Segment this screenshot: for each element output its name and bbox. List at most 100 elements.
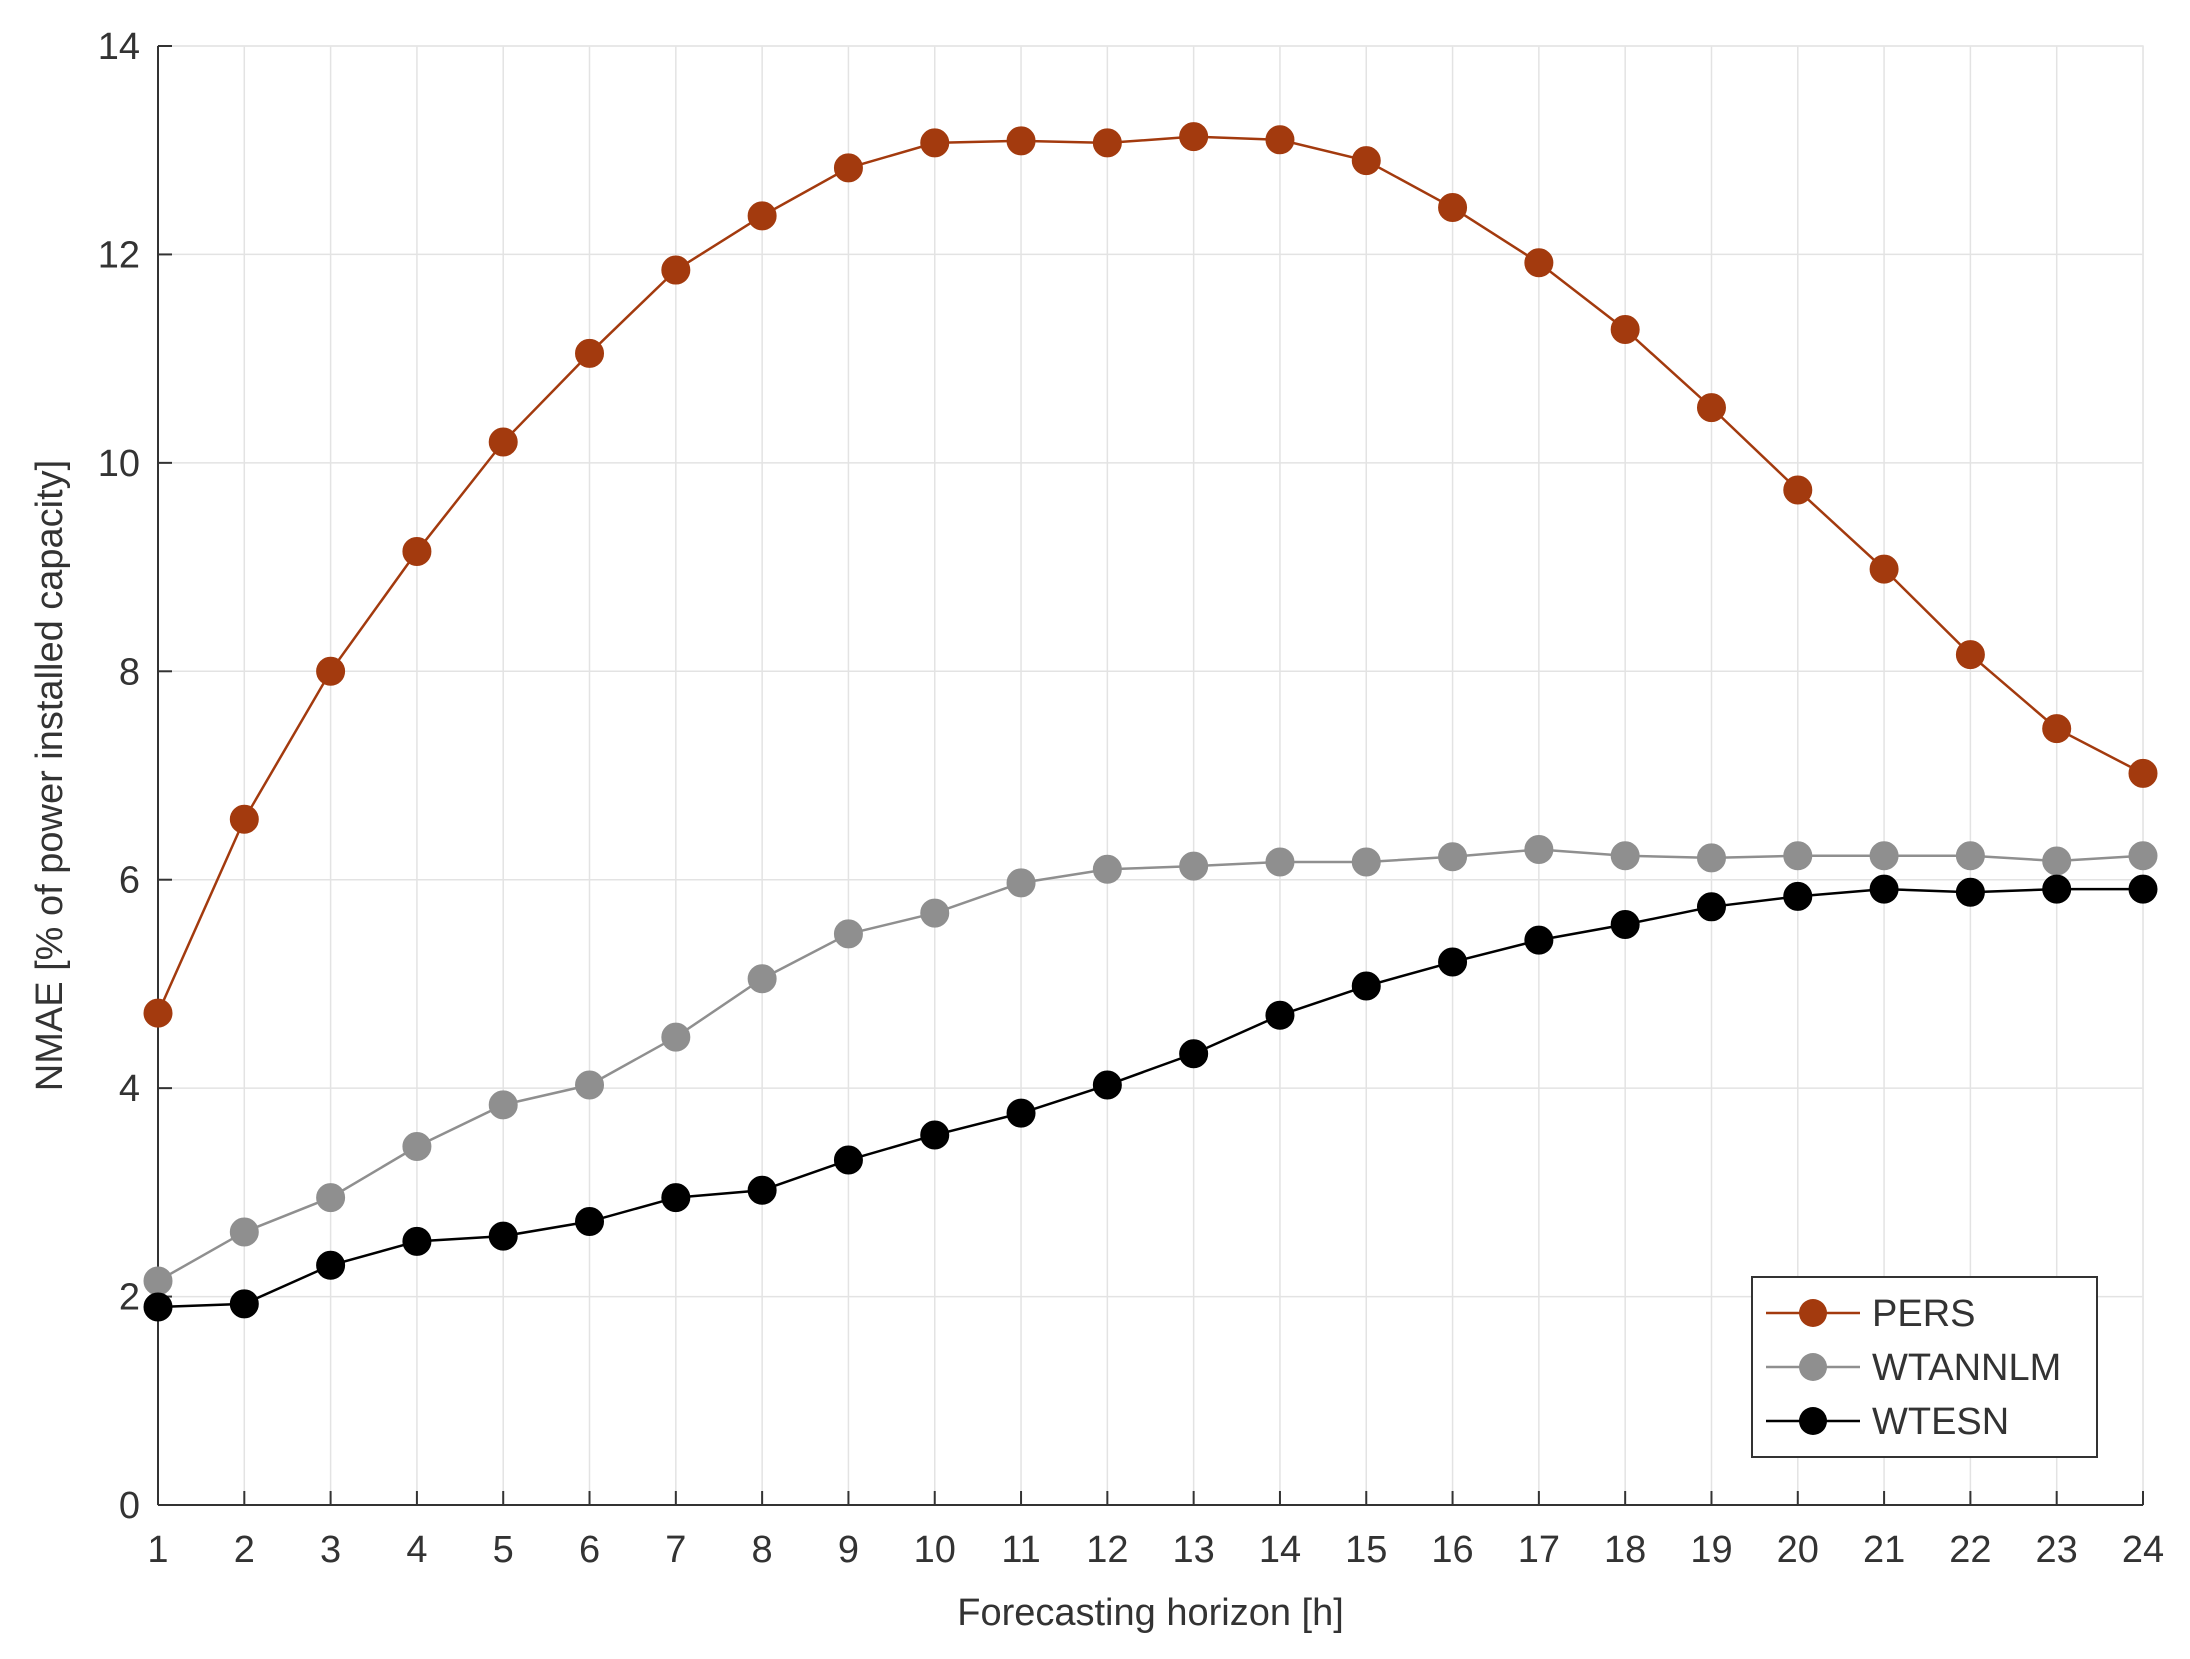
data-point-wtannlm bbox=[488, 1090, 518, 1120]
x-tick-label: 24 bbox=[2122, 1529, 2164, 1571]
data-point-wtannlm bbox=[833, 919, 863, 949]
data-point-pers bbox=[1696, 393, 1726, 423]
data-point-pers bbox=[1006, 126, 1036, 156]
x-tick-label: 19 bbox=[1690, 1529, 1732, 1571]
x-tick-label: 21 bbox=[1863, 1529, 1905, 1571]
x-tick-label: 4 bbox=[406, 1529, 427, 1571]
x-tick-label: 16 bbox=[1431, 1529, 1473, 1571]
legend-marker-pers bbox=[1799, 1299, 1827, 1327]
x-tick-label: 12 bbox=[1086, 1529, 1128, 1571]
data-point-wtesn bbox=[1438, 947, 1468, 977]
y-tick-label: 0 bbox=[119, 1485, 140, 1527]
data-point-pers bbox=[1092, 128, 1122, 158]
data-point-wtesn bbox=[1265, 1000, 1295, 1030]
data-point-wtesn bbox=[1092, 1070, 1122, 1100]
data-point-wtesn bbox=[2042, 874, 2072, 904]
data-point-pers bbox=[488, 427, 518, 457]
data-point-wtesn bbox=[1006, 1098, 1036, 1128]
x-tick-label: 14 bbox=[1259, 1529, 1301, 1571]
data-point-wtesn bbox=[1783, 881, 1813, 911]
y-tick-label: 4 bbox=[119, 1068, 140, 1110]
data-point-wtesn bbox=[1351, 971, 1381, 1001]
x-axis-title: Forecasting horizon [h] bbox=[957, 1592, 1344, 1634]
data-point-wtesn bbox=[1179, 1039, 1209, 1069]
data-point-wtannlm bbox=[1696, 843, 1726, 873]
legend-item-pers: PERS bbox=[1766, 1293, 1975, 1335]
tick-labels: 1 2 3 4 5 6 7 8 9 10 11 12 13 14 15 16 17 18 19 20 21 22 23 240… bbox=[98, 26, 2164, 1571]
data-point-wtannlm bbox=[2128, 841, 2158, 871]
y-tick-label: 6 bbox=[119, 860, 140, 902]
data-point-wtannlm bbox=[1783, 841, 1813, 871]
data-point-wtannlm bbox=[661, 1022, 691, 1052]
data-point-wtannlm bbox=[1955, 841, 1985, 871]
series-line-pers bbox=[156, 135, 2144, 1014]
x-tick-label: 5 bbox=[493, 1529, 514, 1571]
data-point-wtannlm bbox=[316, 1183, 346, 1213]
data-point-wtannlm bbox=[1869, 841, 1899, 871]
data-point-pers bbox=[143, 998, 173, 1028]
data-point-pers bbox=[2128, 758, 2158, 788]
y-axis-title: NMAE [% of power installed capacity] bbox=[29, 460, 71, 1092]
data-point-wtannlm bbox=[2042, 846, 2072, 876]
data-point-wtannlm bbox=[747, 964, 777, 994]
data-point-wtannlm bbox=[1092, 854, 1122, 884]
legend-item-wtannlm: WTANNLM bbox=[1766, 1347, 2061, 1389]
data-point-wtesn bbox=[1610, 910, 1640, 940]
x-tick-label: 10 bbox=[914, 1529, 956, 1571]
legend-marker-wtannlm bbox=[1799, 1353, 1827, 1381]
x-tick-label: 7 bbox=[665, 1529, 686, 1571]
y-tick-label: 12 bbox=[98, 234, 140, 276]
legend: PERS WTANNLM WTESN bbox=[1751, 1276, 2098, 1458]
data-point-wtesn bbox=[575, 1207, 605, 1237]
legend-label-pers: PERS bbox=[1872, 1293, 1975, 1335]
y-tick-label: 10 bbox=[98, 443, 140, 485]
data-point-wtesn bbox=[229, 1289, 259, 1319]
y-tick-label: 2 bbox=[119, 1277, 140, 1319]
data-point-wtesn bbox=[1696, 892, 1726, 922]
x-tick-label: 11 bbox=[1001, 1529, 1040, 1571]
data-point-pers bbox=[1610, 314, 1640, 344]
data-point-pers bbox=[316, 656, 346, 686]
data-point-pers bbox=[1438, 193, 1468, 223]
data-point-pers bbox=[229, 804, 259, 834]
series-group bbox=[143, 122, 2158, 1322]
x-tick-label: 18 bbox=[1604, 1529, 1646, 1571]
data-point-pers bbox=[661, 255, 691, 285]
series-pers bbox=[143, 122, 2158, 1028]
data-point-wtannlm bbox=[1610, 841, 1640, 871]
legend-item-wtesn: WTESN bbox=[1766, 1401, 2009, 1443]
data-point-wtannlm bbox=[1179, 851, 1209, 881]
x-tick-label: 22 bbox=[1949, 1529, 1991, 1571]
data-point-wtesn bbox=[920, 1120, 950, 1150]
data-point-wtesn bbox=[143, 1292, 173, 1322]
data-point-wtannlm bbox=[402, 1132, 432, 1162]
data-point-wtannlm bbox=[1524, 834, 1554, 864]
data-point-wtesn bbox=[747, 1175, 777, 1205]
series-wtesn bbox=[143, 874, 2158, 1322]
x-tick-label: 3 bbox=[320, 1529, 341, 1571]
data-point-wtesn bbox=[833, 1145, 863, 1175]
data-point-wtannlm bbox=[920, 898, 950, 928]
data-point-wtannlm bbox=[1265, 847, 1295, 877]
data-point-pers bbox=[1265, 125, 1295, 155]
x-tick-label: 1 bbox=[147, 1529, 168, 1571]
x-tick-label: 15 bbox=[1345, 1529, 1387, 1571]
data-point-wtesn bbox=[316, 1250, 346, 1280]
data-point-wtesn bbox=[1524, 925, 1554, 955]
data-point-pers bbox=[575, 338, 605, 368]
x-tick-label: 8 bbox=[752, 1529, 773, 1571]
data-point-pers bbox=[920, 128, 950, 158]
data-point-pers bbox=[2042, 714, 2072, 744]
data-point-pers bbox=[1869, 554, 1899, 584]
legend-label-wtesn: WTESN bbox=[1872, 1401, 2009, 1443]
x-tick-label: 2 bbox=[234, 1529, 255, 1571]
data-point-wtesn bbox=[1955, 877, 1985, 907]
x-tick-label: 23 bbox=[2036, 1529, 2078, 1571]
data-point-wtannlm bbox=[575, 1070, 605, 1100]
x-tick-label: 17 bbox=[1518, 1529, 1560, 1571]
data-point-wtesn bbox=[402, 1226, 432, 1256]
data-point-wtannlm bbox=[1006, 868, 1036, 898]
data-point-pers bbox=[402, 536, 432, 566]
data-point-pers bbox=[747, 201, 777, 231]
